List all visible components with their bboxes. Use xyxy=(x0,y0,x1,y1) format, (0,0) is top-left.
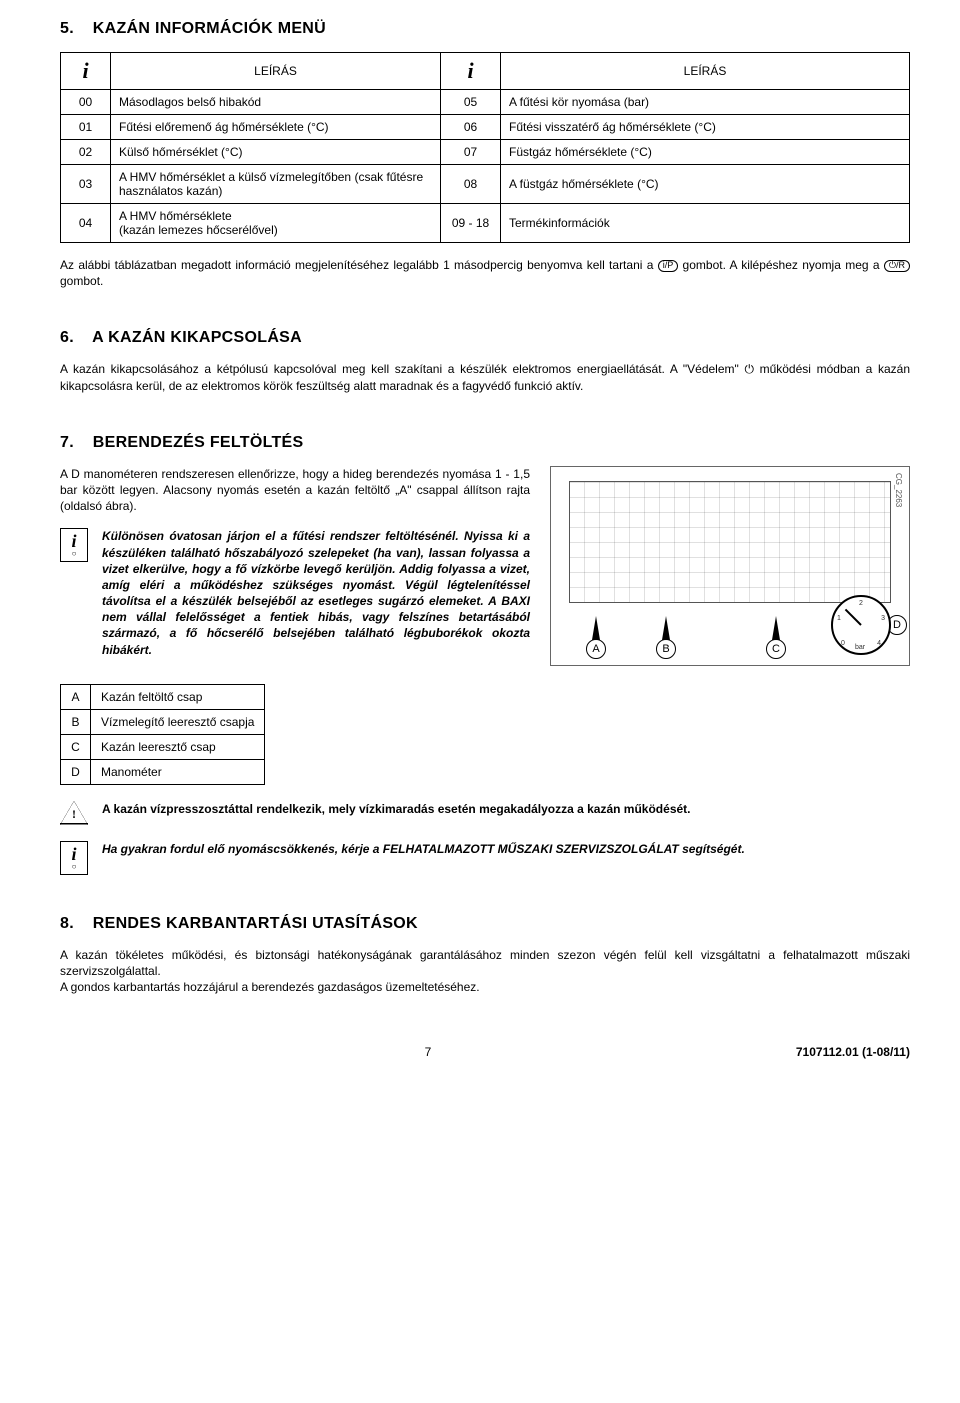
desc: Másodlagos belső hibakód xyxy=(111,90,441,115)
pressure-gauge: 0 1 2 3 4 bar xyxy=(831,595,891,655)
section-8-heading: 8. RENDES KARBANTARTÁSI UTASÍTÁSOK xyxy=(60,915,910,933)
legend-key: C xyxy=(61,734,91,759)
desc: A fűtési kör nyomása (bar) xyxy=(501,90,910,115)
table-row: 04 A HMV hőmérséklete (kazán lemezes hőc… xyxy=(61,204,910,243)
info-note-icon: i○ xyxy=(60,841,88,875)
section-5-heading: 5. KAZÁN INFORMÁCIÓK MENÜ xyxy=(60,20,910,38)
section-8-num: 8. xyxy=(60,915,88,933)
text: gombot. A kilépéshez nyomja meg a xyxy=(683,258,880,272)
code: 05 xyxy=(441,90,501,115)
table-row: DManométer xyxy=(61,759,265,784)
text: gombot. xyxy=(60,274,103,288)
section-5-title: KAZÁN INFORMÁCIÓK MENÜ xyxy=(93,20,326,37)
text: Az alábbi táblázatban megadott informáci… xyxy=(60,258,653,272)
diagram-ref: CG_2263 xyxy=(894,473,903,507)
section-5-para: Az alábbi táblázatban megadott informáci… xyxy=(60,257,910,289)
desc: A HMV hőmérséklete (kazán lemezes hőcser… xyxy=(111,204,441,243)
callout-b: B xyxy=(656,639,676,659)
table-row: AKazán feltöltő csap xyxy=(61,684,265,709)
section-6-text: A kazán kikapcsolásához a kétpólusú kapc… xyxy=(60,361,910,393)
code: 03 xyxy=(61,165,111,204)
section-8-text: A kazán tökéletes működési, és biztonság… xyxy=(60,947,910,996)
legend-val: Vízmelegítő leeresztő csapja xyxy=(91,709,265,734)
legend-val: Kazán feltöltő csap xyxy=(91,684,265,709)
table-row: 03 A HMV hőmérséklet a külső vízmelegítő… xyxy=(61,165,910,204)
warning-1-text: A kazán vízpresszosztáttal rendelkezik, … xyxy=(102,801,910,817)
legend-key: D xyxy=(61,759,91,784)
section-7-num: 7. xyxy=(60,434,88,452)
section-7-title: BERENDEZÉS FELTÖLTÉS xyxy=(93,434,304,451)
desc: Fűtési visszatérő ág hőmérséklete (°C) xyxy=(501,115,910,140)
code: 02 xyxy=(61,140,111,165)
code: 06 xyxy=(441,115,501,140)
callout-c: C xyxy=(766,639,786,659)
gauge-num: 1 xyxy=(837,615,841,622)
section-5-num: 5. xyxy=(60,20,88,38)
filling-diagram: CG_2263 A B C D 0 1 2 3 4 bar xyxy=(550,466,910,666)
desc: Füstgáz hőmérséklete (°C) xyxy=(501,140,910,165)
warning-2-text: Ha gyakran fordul elő nyomáscsökkenés, k… xyxy=(102,841,910,857)
warning-icon xyxy=(60,801,88,825)
info-table: i LEÍRÁS i LEÍRÁS 00 Másodlagos belső hi… xyxy=(60,52,910,243)
gauge-num: 0 xyxy=(841,640,845,647)
table-row: BVízmelegítő leeresztő csapja xyxy=(61,709,265,734)
doc-number: 7107112.01 (1-08/11) xyxy=(796,1045,910,1059)
desc: Fűtési előremenő ág hőmérséklete (°C) xyxy=(111,115,441,140)
table-row: CKazán leeresztő csap xyxy=(61,734,265,759)
section-6-heading: 6. A KAZÁN KIKAPCSOLÁSA xyxy=(60,329,910,347)
table-row: 00 Másodlagos belső hibakód 05 A fűtési … xyxy=(61,90,910,115)
gauge-num: 2 xyxy=(859,600,863,607)
or-button-icon: ⏻/R xyxy=(884,260,910,272)
code: 00 xyxy=(61,90,111,115)
gauge-num: 4 xyxy=(877,640,881,647)
section-7-heading: 7. BERENDEZÉS FELTÖLTÉS xyxy=(60,434,910,452)
info-note-icon: i○ xyxy=(60,528,88,562)
legend-key: A xyxy=(61,684,91,709)
code: 04 xyxy=(61,204,111,243)
code: 09 - 18 xyxy=(441,204,501,243)
section-7-intro: A D manométeren rendszeresen ellenőrizze… xyxy=(60,466,530,515)
legend-key: B xyxy=(61,709,91,734)
ip-button-icon: i/P xyxy=(658,260,679,272)
header-left: LEÍRÁS xyxy=(111,53,441,90)
legend-val: Manométer xyxy=(91,759,265,784)
callout-a: A xyxy=(586,639,606,659)
section-6-title: A KAZÁN KIKAPCSOLÁSA xyxy=(92,329,302,346)
info-icon-right: i xyxy=(441,53,501,90)
code: 07 xyxy=(441,140,501,165)
header-right: LEÍRÁS xyxy=(501,53,910,90)
code: 01 xyxy=(61,115,111,140)
desc: A füstgáz hőmérséklete (°C) xyxy=(501,165,910,204)
section-7-note: Különösen óvatosan járjon el a fűtési re… xyxy=(102,528,530,658)
boiler-outline xyxy=(569,481,891,603)
gauge-unit: bar xyxy=(855,644,865,651)
desc: Külső hőmérséklet (°C) xyxy=(111,140,441,165)
page-footer: 7 7107112.01 (1-08/11) xyxy=(60,1045,910,1059)
table-row: 01 Fűtési előremenő ág hőmérséklete (°C)… xyxy=(61,115,910,140)
code: 08 xyxy=(441,165,501,204)
page-number: 7 xyxy=(425,1045,432,1059)
desc: Termékinformációk xyxy=(501,204,910,243)
gauge-num: 3 xyxy=(881,615,885,622)
info-icon-left: i xyxy=(61,53,111,90)
section-8-title: RENDES KARBANTARTÁSI UTASÍTÁSOK xyxy=(93,915,418,932)
legend-table: AKazán feltöltő csap BVízmelegítő leeres… xyxy=(60,684,265,785)
table-row: 02 Külső hőmérséklet (°C) 07 Füstgáz hőm… xyxy=(61,140,910,165)
desc: A HMV hőmérséklet a külső vízmelegítőben… xyxy=(111,165,441,204)
legend-val: Kazán leeresztő csap xyxy=(91,734,265,759)
section-6-num: 6. xyxy=(60,329,88,347)
